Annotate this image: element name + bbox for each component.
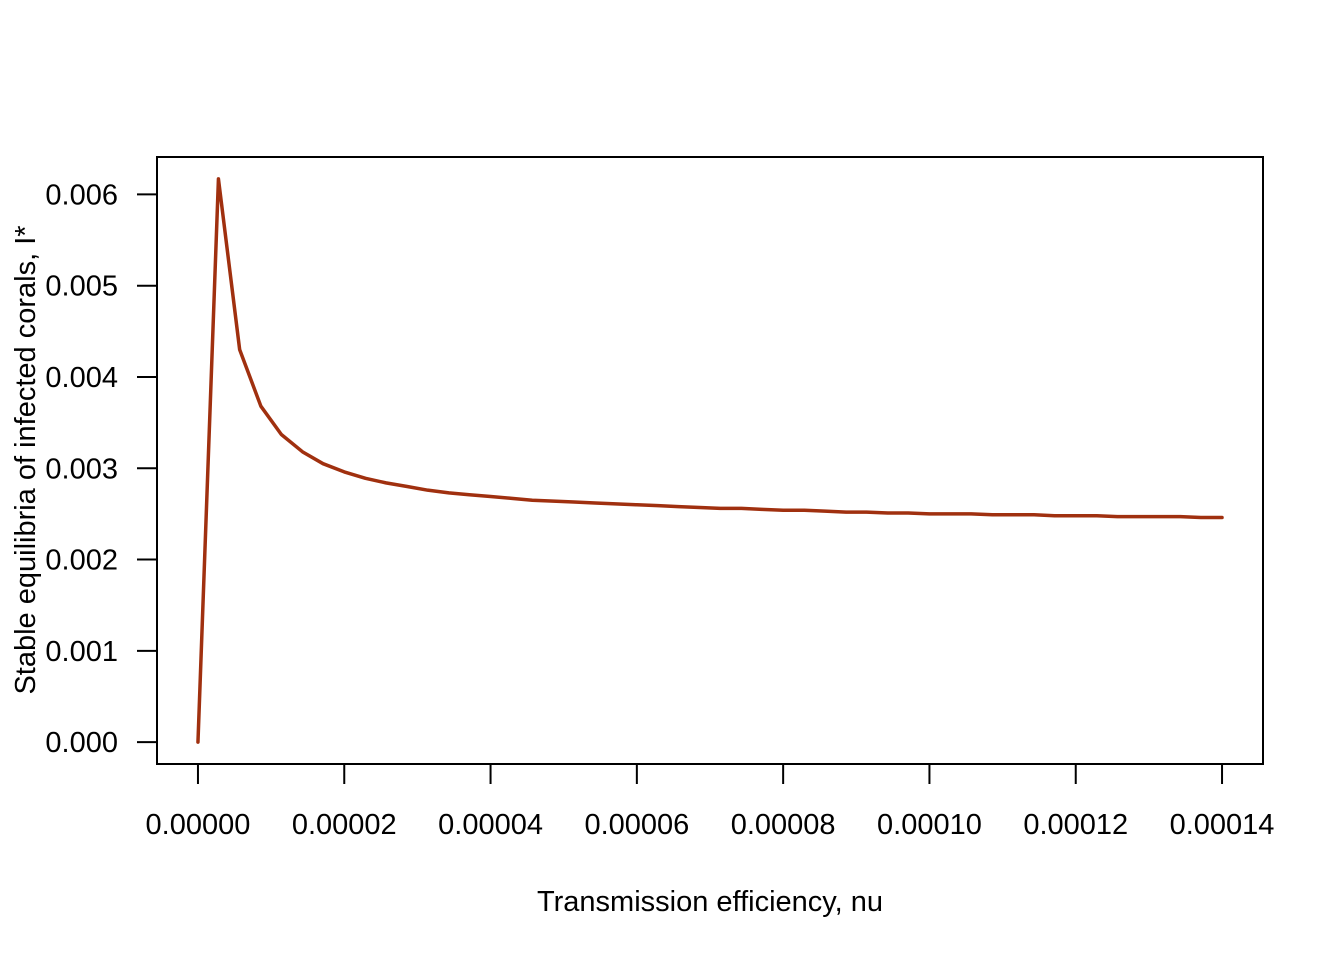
x-tick-label: 0.00006	[584, 809, 689, 841]
y-tick-label: 0.004	[45, 362, 118, 394]
x-tick-label: 0.00012	[1023, 809, 1128, 841]
x-tick-label: 0.00010	[877, 809, 982, 841]
series-layer	[196, 177, 1224, 744]
x-axis-title: Transmission efficiency, nu	[537, 886, 883, 918]
y-axis-title: Stable equilibria of infected corals, I*	[10, 225, 42, 694]
plot-frame	[156, 156, 1264, 765]
series-line-1	[196, 177, 1224, 744]
x-tick-label: 0.00002	[292, 809, 397, 841]
y-tick-label: 0.006	[45, 179, 118, 211]
y-axis: 0.000 0.001 0.002 0.003 0.004 0.005 0.006	[45, 179, 158, 759]
y-tick-label: 0.000	[45, 727, 118, 759]
y-tick-label: 0.003	[45, 453, 118, 485]
x-tick-label: 0.00008	[731, 809, 836, 841]
x-tick-label: 0.00000	[146, 809, 251, 841]
y-tick-label: 0.002	[45, 545, 118, 577]
x-tick-label: 0.00004	[438, 809, 543, 841]
x-axis: 0.00000 0.00002 0.00004 0.00006 0.00008 0.000…	[146, 763, 1275, 841]
y-tick-label: 0.005	[45, 271, 118, 303]
y-tick-label: 0.001	[45, 636, 118, 668]
x-tick-label: 0.00014	[1170, 809, 1275, 841]
